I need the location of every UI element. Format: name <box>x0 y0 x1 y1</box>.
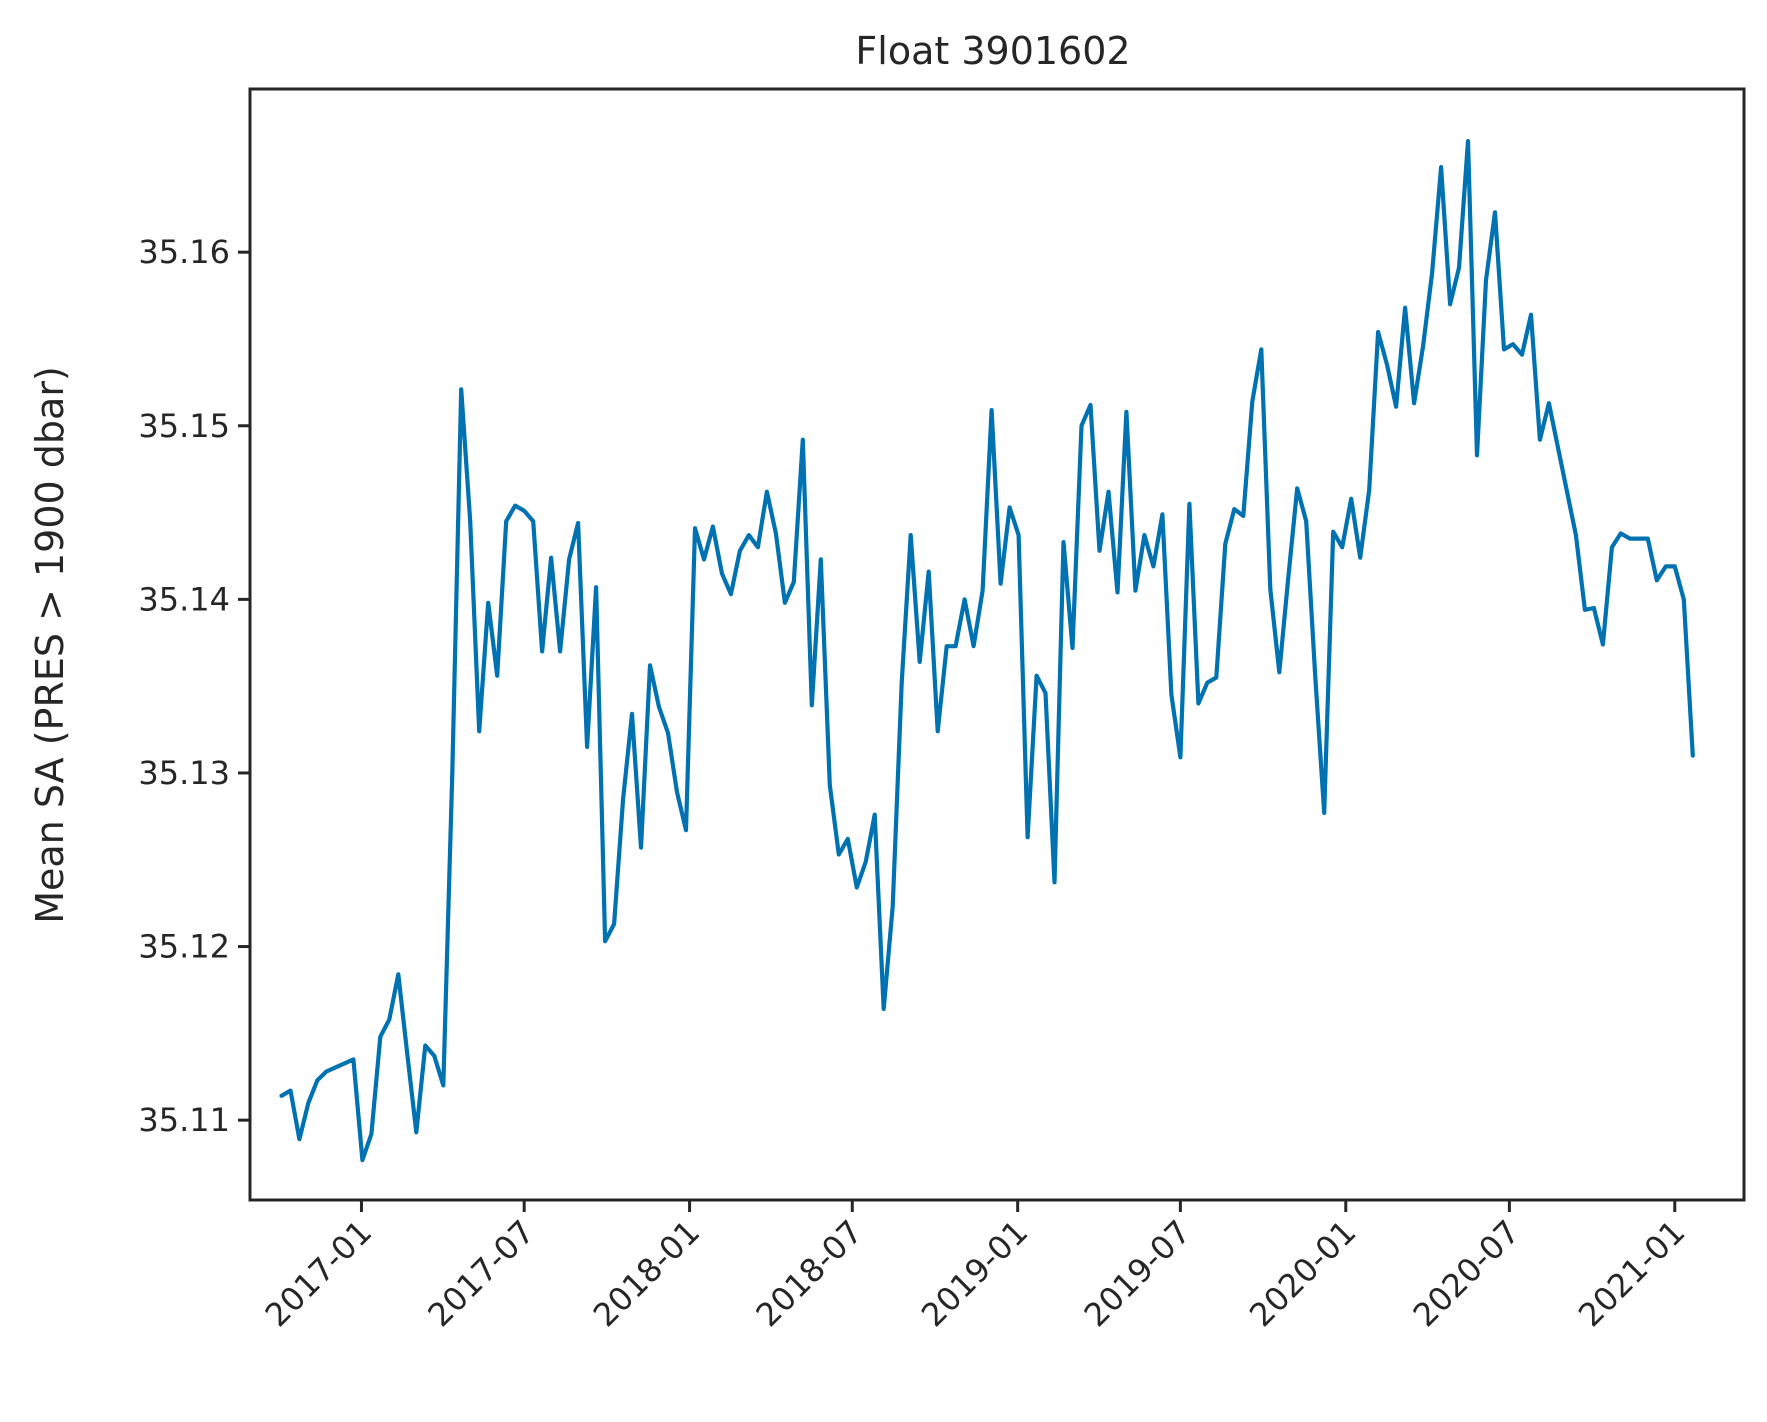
x-tick-label: 2018-01 <box>586 1213 707 1334</box>
x-tick-label: 2019-07 <box>1077 1213 1198 1334</box>
x-tick-label: 2017-07 <box>420 1213 541 1334</box>
y-axis-label: Mean SA (PRES > 1900 dbar) <box>28 366 72 924</box>
series-line <box>279 139 1695 1163</box>
x-tick-label: 2021-01 <box>1571 1213 1692 1334</box>
y-tick-label: 35.13 <box>138 754 230 792</box>
y-tick-label: 35.15 <box>138 407 230 445</box>
plot-area-frame <box>248 87 1746 1202</box>
x-tick-label: 2020-01 <box>1242 1213 1363 1334</box>
x-tick-label: 2018-07 <box>749 1213 870 1334</box>
x-tick-label: 2019-01 <box>914 1213 1035 1334</box>
y-tick-label: 35.12 <box>138 928 230 966</box>
chart-title: Float 3901602 <box>855 29 1130 73</box>
x-axis: 2017-01 2017-07 2018-01 2018-07 2019-01 2019-… <box>258 1200 1692 1334</box>
x-tick-label: 2017-01 <box>258 1213 379 1334</box>
x-tick-label: 2020-07 <box>1406 1213 1527 1334</box>
y-tick-label: 35.14 <box>138 580 230 618</box>
y-tick-label: 35.11 <box>138 1101 230 1139</box>
y-tick-label: 35.16 <box>138 233 230 271</box>
y-axis: 35.11 35.12 35.13 35.14 35.15 35.16 <box>138 233 250 1139</box>
